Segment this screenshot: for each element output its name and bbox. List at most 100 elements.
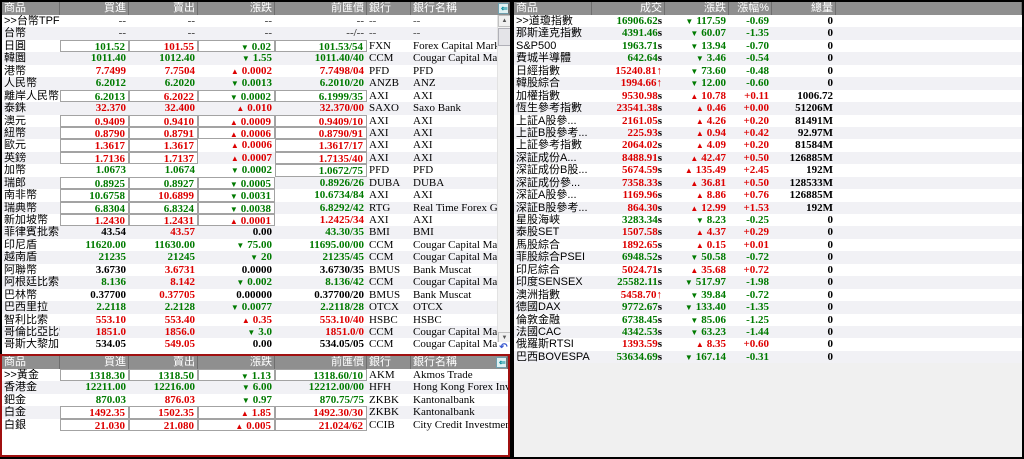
quote-row[interactable]: 澳元 0.9409 0.9410 ▲ 0.0009 0.9409/10 AXI AXI: [2, 114, 497, 127]
quote-row[interactable]: 瑞郎 0.8925 0.8927 ▼ 0.0005 0.8926/26 DUBA DUBA: [2, 176, 497, 190]
index-row[interactable]: 深証成份A... 8488.91s ▲ 42.47 +0.50 126885M: [514, 151, 1022, 165]
index-row[interactable]: 深証成份參... 7358.33s ▲ 36.81 +0.50 128533M: [514, 176, 1022, 190]
quote-row[interactable]: 泰銖 32.370 32.400 ▲ 0.010 32.370/00 SAXO Saxo Ba…: [2, 102, 497, 115]
change-cell: ▲ 36.81: [690, 176, 726, 189]
index-row[interactable]: 日經指數 15240.81↑ ▼ 73.60 -0.48 0: [514, 64, 1022, 78]
index-row[interactable]: 上証參考指數 2064.02s ▲ 4.09 +0.20 81584M: [514, 139, 1022, 152]
bank-name-cell: Cougar Capital Ma...: [413, 52, 497, 65]
volume-cell: 92.97M: [797, 126, 833, 139]
quote-row[interactable]: 智利比索 553.10 553.40 ▲ 0.35 553.10/40 HSBC HSBC: [2, 313, 497, 326]
bid-cell: 6.8304: [60, 201, 129, 214]
prev-rate-cell: 0.8790/91: [275, 126, 367, 140]
row-blank: [836, 139, 1022, 151]
index-row[interactable]: >>道瓊指數 16906.62s ▼ 117.59 -0.69 0: [514, 15, 1022, 28]
prev-rate-cell: 8.136/42: [325, 276, 364, 289]
index-row[interactable]: 倫敦金融 6738.45s ▼ 85.06 -1.25 0: [514, 313, 1022, 326]
index-row[interactable]: 深証B股參考... 864.30s ▲ 12.99 +1.53 192M: [514, 201, 1022, 214]
quote-row[interactable]: 巴西里拉 2.2118 2.2128 ▼ 0.0077 2.2118/28 OTCX OTCX: [2, 301, 497, 314]
ask-cell: 0.9410: [129, 114, 198, 127]
quote-row[interactable]: 韓圜 1011.40 1012.40 ▼ 1.55 1011.40/40 CCM Cougar…: [2, 52, 497, 65]
index-row[interactable]: 上証A股參... 2161.05s ▲ 4.26 +0.20 81491M: [514, 114, 1022, 127]
bank-name-cell: AXI: [413, 126, 433, 139]
quote-row[interactable]: 南非幣 10.6758 10.6899 ▼ 0.0031 10.6734/84 AXI AXI: [2, 189, 497, 202]
ask-cell: 6.8324: [129, 201, 198, 214]
index-row[interactable]: 韓股綜合 1994.66↑ ▼ 12.00 -0.60 0: [514, 77, 1022, 90]
quote-row[interactable]: 白金 1492.35 1502.35 ▲ 1.85 1492.30/30 ZKBK Kanto…: [2, 406, 508, 419]
volume-cell: 0: [827, 226, 834, 239]
index-row[interactable]: 印度SENSEX 25582.11s ▼ 517.97 -1.98 0: [514, 276, 1022, 289]
index-row[interactable]: 印尼綜合 5024.71s ▲ 35.68 +0.72 0: [514, 263, 1022, 277]
index-row[interactable]: 德國DAX 9772.67s ▼ 133.40 -1.35 0: [514, 301, 1022, 314]
quote-row[interactable]: 離岸人民幣 6.2013 6.2022 ▼ 0.0002 6.1999/35 AXI AXI: [2, 89, 497, 103]
product-name-cell: >>道瓊指數: [516, 15, 573, 27]
bid-cell: 11620.00: [85, 238, 126, 251]
quote-row[interactable]: 哥斯大黎加幣 534.05 549.05 0.00 534.05/05 CCM Cougar…: [2, 338, 497, 351]
scrollbar[interactable]: ▲ ▼: [497, 15, 510, 344]
quote-row[interactable]: 印尼盾 11620.00 11630.00 ▼ 75.00 11695.00/00 CCM C…: [2, 238, 497, 252]
row-blank: [836, 214, 1022, 226]
up-arrow-icon: ▲: [690, 203, 699, 213]
prev-rate-cell: 534.05/05: [319, 338, 364, 351]
quote-row[interactable]: >>黃金 1318.30 1318.50 ▼ 1.13 1318.60/10 AKM Akmo…: [2, 369, 508, 382]
down-arrow-icon: ▼: [247, 327, 256, 337]
quote-row[interactable]: 台幣 -- -- -- --/-- -- --: [2, 27, 497, 40]
quote-row[interactable]: 越南盾 21235 21245 ▼ 20 21235/45 CCM Cougar Capita…: [2, 251, 497, 264]
quote-row[interactable]: 英鎊 1.7136 1.7137 ▲ 0.0007 1.7135/40 AXI AXI: [2, 151, 497, 165]
index-row[interactable]: 深証成份B股... 5674.59s ▲ 135.49 +2.45 192M: [514, 164, 1022, 177]
index-row[interactable]: 馬股綜合 1892.65s ▲ 0.15 +0.01 0: [514, 238, 1022, 252]
dock-left-icon[interactable]: ⇐: [498, 3, 509, 14]
quote-row[interactable]: 紐幣 0.8790 0.8791 ▲ 0.0006 0.8790/91 AXI AXI: [2, 126, 497, 140]
change-cell: ▼ 1.55: [241, 52, 272, 65]
quote-row[interactable]: 阿根廷比索 8.136 8.142 ▼ 0.002 8.136/42 CCM Cougar C…: [2, 276, 497, 289]
scrollbar-thumb[interactable]: [498, 28, 510, 46]
index-row[interactable]: 費城半導體 642.64s ▼ 3.46 -0.54 0: [514, 52, 1022, 65]
up-tick-icon: ↑: [656, 77, 663, 90]
quote-row[interactable]: 菲律賓批索 43.54 43.57 0.00 43.30/35 BMI BMI: [2, 226, 497, 239]
settled-flag: s: [657, 301, 662, 314]
quote-row[interactable]: 新加坡幣 1.2430 1.2431 ▲ 0.0001 1.2425/34 AXI AXI: [2, 214, 497, 227]
settled-flag: s: [657, 89, 662, 102]
quote-row[interactable]: 鈀金 870.03 876.03 ▼ 0.97 870.75/75 ZKBK Kantonal…: [2, 393, 508, 407]
index-row[interactable]: 澳洲指數 5458.70↑ ▼ 39.84 -0.72 0: [514, 288, 1022, 302]
quote-row[interactable]: 加幣 1.0673 1.0674 ▼ 0.0002 1.0672/75 PFD PFD: [2, 164, 497, 177]
volume-cell: 192M: [806, 201, 833, 214]
quote-row[interactable]: 香港金 12211.00 12216.00 ▼ 6.00 12212.00/00 HFH Ho…: [2, 381, 508, 394]
quote-row[interactable]: 哥倫比亞比索 1851.0 1856.0 ▼3.0 1851.0/0 CCM Cougar …: [2, 325, 497, 339]
down-arrow-icon: ▼: [230, 303, 239, 313]
quote-row[interactable]: 歐元 1.3617 1.3617 ▲ 0.0006 1.3617/17 AXI AXI: [2, 139, 497, 152]
quote-row[interactable]: 瑞典幣 6.8304 6.8324 ▼ 0.0038 6.8292/42 RTG Real T…: [2, 201, 497, 214]
quote-row[interactable]: 巴林幣 0.37700 0.37705 0.00000 0.37700/20 BMUS Ba…: [2, 288, 497, 302]
undo-icon[interactable]: ↶: [497, 342, 510, 354]
index-row[interactable]: 泰股SET 1507.58s ▲ 4.37 +0.29 0: [514, 226, 1022, 239]
index-row[interactable]: 法國CAC 4342.53s ▼ 63.23 -1.44 0: [514, 325, 1022, 339]
down-arrow-icon: ▼: [685, 17, 694, 26]
scroll-up-icon[interactable]: ▲: [498, 15, 510, 27]
index-row[interactable]: 星股海峽 3283.34s ▼ 8.23 -0.25 0: [514, 214, 1022, 227]
quote-row[interactable]: 港幣 7.7499 7.7504 ▲ 0.0002 7.7498/04 PFD PFD: [2, 64, 497, 78]
bank-name-cell: Cougar Capital Ma...: [413, 276, 497, 289]
percent-change-cell: +0.20: [743, 114, 769, 127]
quote-row[interactable]: 白銀 21.030 21.080 ▲ 0.005 21.024/62 CCIB City Cr…: [2, 418, 508, 432]
index-row[interactable]: 巴西BOVESPA 53634.69s ▼ 167.14 -0.31 0: [514, 350, 1022, 364]
product-name-cell: 深証A股參...: [516, 189, 577, 202]
settled-flag: s: [657, 201, 662, 214]
quote-row[interactable]: 阿聯幣 3.6730 3.6731 0.0000 3.6730/35 BMUS Bank M…: [2, 263, 497, 277]
quote-row[interactable]: 人民幣 6.2012 6.2020 ▼ 0.0013 6.2010/20 ANZB ANZ: [2, 77, 497, 90]
last-price-cell: 53634.69s: [616, 350, 662, 363]
quote-row[interactable]: >>台幣TPFI -- -- -- -- -- --: [2, 15, 497, 28]
change-cell: ▼ 20: [250, 251, 272, 264]
quote-row[interactable]: 日圓 101.52 101.55 ▼ 0.02 101.53/54 FXN Forex Cap…: [2, 39, 497, 53]
index-row[interactable]: 加權指數 9530.98s ▲ 10.78 +0.11 1006.72: [514, 89, 1022, 103]
index-row[interactable]: 恆生參考指數 23541.38s ▲ 0.46 +0.00 51206M: [514, 102, 1022, 115]
index-row[interactable]: 那斯達克指數 4391.46s ▼ 60.07 -1.35 0: [514, 27, 1022, 40]
index-row[interactable]: 菲股綜合PSEI 6948.52s ▼ 50.58 -0.72 0: [514, 251, 1022, 264]
product-name-cell: 白銀: [4, 418, 26, 431]
index-row[interactable]: 上証B股參考... 225.93s ▲ 0.94 +0.42 92.97M: [514, 126, 1022, 140]
prev-rate-cell: 0.8926/26: [319, 176, 364, 189]
change-cell: ▲ 0.0006: [230, 139, 272, 152]
dock-left-icon[interactable]: ⇐: [496, 357, 507, 368]
index-row[interactable]: 俄羅斯RTSI 1393.59s ▲ 8.35 +0.60 0: [514, 338, 1022, 351]
index-row[interactable]: S&P500 1963.71s ▼ 13.94 -0.70 0: [514, 39, 1022, 53]
index-row[interactable]: 深証A股參... 1169.96s ▲ 8.86 +0.76 126885M: [514, 189, 1022, 202]
volume-cell: 0: [827, 15, 834, 27]
